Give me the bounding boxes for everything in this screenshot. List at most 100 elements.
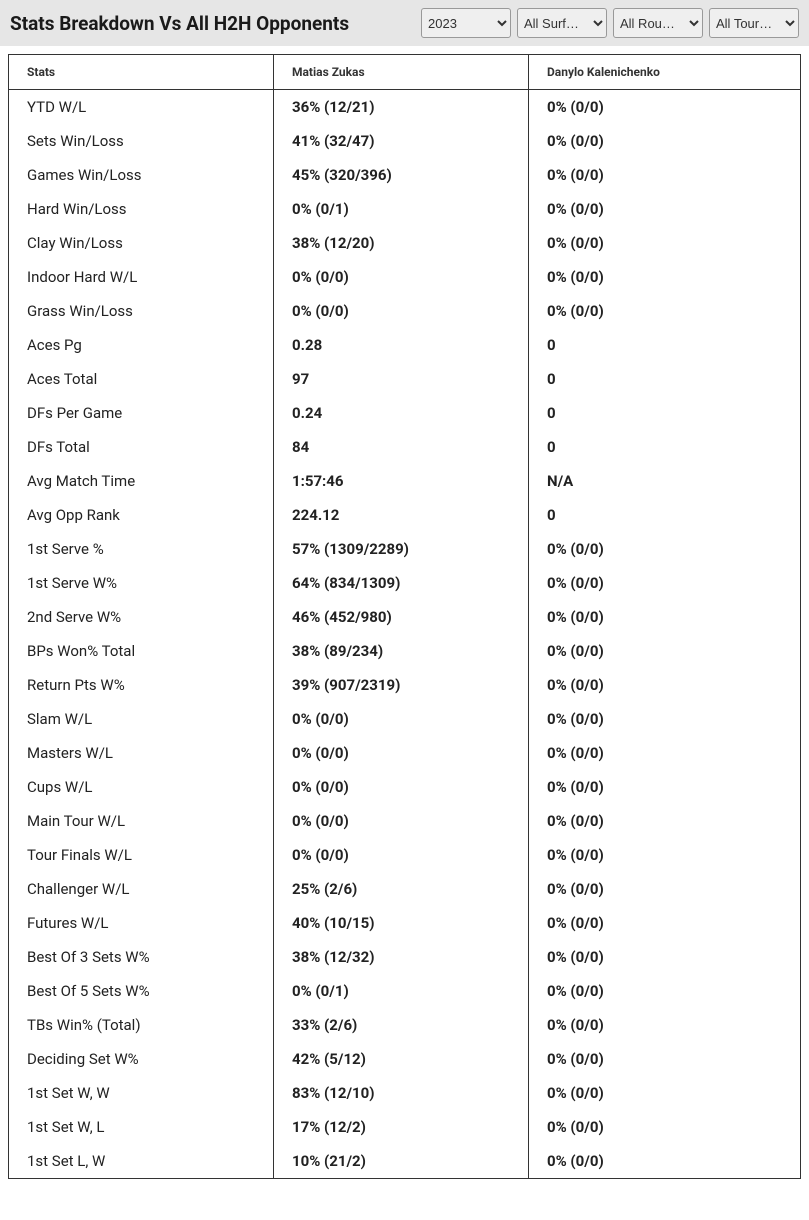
player2-value: 0% (0/0)	[529, 838, 801, 872]
stat-label: 1st Serve W%	[9, 566, 274, 600]
table-row: Masters W/L0% (0/0)0% (0/0)	[9, 736, 801, 770]
stat-label: BPs Won% Total	[9, 634, 274, 668]
tour-select[interactable]: All Tour…	[709, 8, 799, 38]
table-row: BPs Won% Total38% (89/234)0% (0/0)	[9, 634, 801, 668]
player2-value: 0% (0/0)	[529, 1110, 801, 1144]
stats-table: Stats Matias Zukas Danylo Kalenichenko Y…	[8, 54, 801, 1179]
player1-value: 84	[274, 430, 529, 464]
table-row: Avg Match Time1:57:46N/A	[9, 464, 801, 498]
player2-value: 0% (0/0)	[529, 90, 801, 125]
player2-value: 0% (0/0)	[529, 600, 801, 634]
stat-label: Masters W/L	[9, 736, 274, 770]
player1-value: 224.12	[274, 498, 529, 532]
stat-label: YTD W/L	[9, 90, 274, 125]
player1-value: 41% (32/47)	[274, 124, 529, 158]
player1-value: 83% (12/10)	[274, 1076, 529, 1110]
surface-select[interactable]: All Surf…	[517, 8, 607, 38]
table-row: DFs Per Game0.240	[9, 396, 801, 430]
stat-label: Tour Finals W/L	[9, 838, 274, 872]
player2-value: 0% (0/0)	[529, 294, 801, 328]
table-container: Stats Matias Zukas Danylo Kalenichenko Y…	[0, 46, 809, 1187]
filter-group: 2023 All Surf… All Rou… All Tour…	[421, 8, 799, 38]
player1-value: 0.28	[274, 328, 529, 362]
table-header-row: Stats Matias Zukas Danylo Kalenichenko	[9, 55, 801, 90]
stat-label: Games Win/Loss	[9, 158, 274, 192]
stat-label: 1st Set L, W	[9, 1144, 274, 1179]
player1-value: 42% (5/12)	[274, 1042, 529, 1076]
player2-value: 0% (0/0)	[529, 736, 801, 770]
table-row: Clay Win/Loss38% (12/20)0% (0/0)	[9, 226, 801, 260]
player2-value: 0% (0/0)	[529, 702, 801, 736]
player2-value: 0% (0/0)	[529, 1076, 801, 1110]
player1-value: 25% (2/6)	[274, 872, 529, 906]
player1-value: 33% (2/6)	[274, 1008, 529, 1042]
player1-value: 46% (452/980)	[274, 600, 529, 634]
player1-value: 0% (0/0)	[274, 294, 529, 328]
table-row: Cups W/L0% (0/0)0% (0/0)	[9, 770, 801, 804]
round-select[interactable]: All Rou…	[613, 8, 703, 38]
year-select[interactable]: 2023	[421, 8, 511, 38]
table-row: Futures W/L40% (10/15)0% (0/0)	[9, 906, 801, 940]
player1-value: 38% (12/20)	[274, 226, 529, 260]
player1-value: 0.24	[274, 396, 529, 430]
stat-label: Avg Match Time	[9, 464, 274, 498]
table-row: DFs Total840	[9, 430, 801, 464]
player1-value: 38% (12/32)	[274, 940, 529, 974]
stat-label: 1st Set W, L	[9, 1110, 274, 1144]
table-row: Aces Total970	[9, 362, 801, 396]
player2-value: 0	[529, 430, 801, 464]
stat-label: 2nd Serve W%	[9, 600, 274, 634]
stat-label: Indoor Hard W/L	[9, 260, 274, 294]
stat-label: 1st Serve %	[9, 532, 274, 566]
player2-value: 0	[529, 328, 801, 362]
player2-value: 0% (0/0)	[529, 770, 801, 804]
stat-label: Best Of 5 Sets W%	[9, 974, 274, 1008]
table-row: Avg Opp Rank224.120	[9, 498, 801, 532]
player2-value: 0% (0/0)	[529, 158, 801, 192]
table-row: Deciding Set W%42% (5/12)0% (0/0)	[9, 1042, 801, 1076]
player2-value: 0% (0/0)	[529, 1144, 801, 1179]
stat-label: Sets Win/Loss	[9, 124, 274, 158]
player2-value: 0% (0/0)	[529, 872, 801, 906]
player2-value: 0% (0/0)	[529, 226, 801, 260]
player2-value: 0	[529, 362, 801, 396]
table-row: 1st Set W, L17% (12/2)0% (0/0)	[9, 1110, 801, 1144]
player2-value: 0	[529, 396, 801, 430]
player2-value: 0% (0/0)	[529, 1008, 801, 1042]
stat-label: DFs Per Game	[9, 396, 274, 430]
table-row: 1st Set L, W10% (21/2)0% (0/0)	[9, 1144, 801, 1179]
player1-value: 97	[274, 362, 529, 396]
table-row: 1st Serve W%64% (834/1309)0% (0/0)	[9, 566, 801, 600]
table-row: Challenger W/L25% (2/6)0% (0/0)	[9, 872, 801, 906]
table-row: Hard Win/Loss0% (0/1)0% (0/0)	[9, 192, 801, 226]
player1-value: 0% (0/0)	[274, 804, 529, 838]
stat-label: Avg Opp Rank	[9, 498, 274, 532]
player2-value: 0	[529, 498, 801, 532]
table-row: 2nd Serve W%46% (452/980)0% (0/0)	[9, 600, 801, 634]
table-row: YTD W/L36% (12/21)0% (0/0)	[9, 90, 801, 125]
table-row: Main Tour W/L0% (0/0)0% (0/0)	[9, 804, 801, 838]
stat-label: Hard Win/Loss	[9, 192, 274, 226]
table-row: Tour Finals W/L0% (0/0)0% (0/0)	[9, 838, 801, 872]
col-header-stats: Stats	[9, 55, 274, 90]
player2-value: 0% (0/0)	[529, 1042, 801, 1076]
player1-value: 0% (0/1)	[274, 974, 529, 1008]
table-row: Grass Win/Loss0% (0/0)0% (0/0)	[9, 294, 801, 328]
player2-value: 0% (0/0)	[529, 634, 801, 668]
table-row: Best Of 3 Sets W%38% (12/32)0% (0/0)	[9, 940, 801, 974]
stat-label: 1st Set W, W	[9, 1076, 274, 1110]
player2-value: 0% (0/0)	[529, 940, 801, 974]
player1-value: 0% (0/0)	[274, 702, 529, 736]
player1-value: 0% (0/1)	[274, 192, 529, 226]
stat-label: Futures W/L	[9, 906, 274, 940]
col-header-player2: Danylo Kalenichenko	[529, 55, 801, 90]
player2-value: 0% (0/0)	[529, 192, 801, 226]
stat-label: TBs Win% (Total)	[9, 1008, 274, 1042]
table-row: Sets Win/Loss41% (32/47)0% (0/0)	[9, 124, 801, 158]
player1-value: 0% (0/0)	[274, 770, 529, 804]
player1-value: 38% (89/234)	[274, 634, 529, 668]
player1-value: 0% (0/0)	[274, 838, 529, 872]
player1-value: 0% (0/0)	[274, 260, 529, 294]
table-row: 1st Set W, W83% (12/10)0% (0/0)	[9, 1076, 801, 1110]
player1-value: 36% (12/21)	[274, 90, 529, 125]
